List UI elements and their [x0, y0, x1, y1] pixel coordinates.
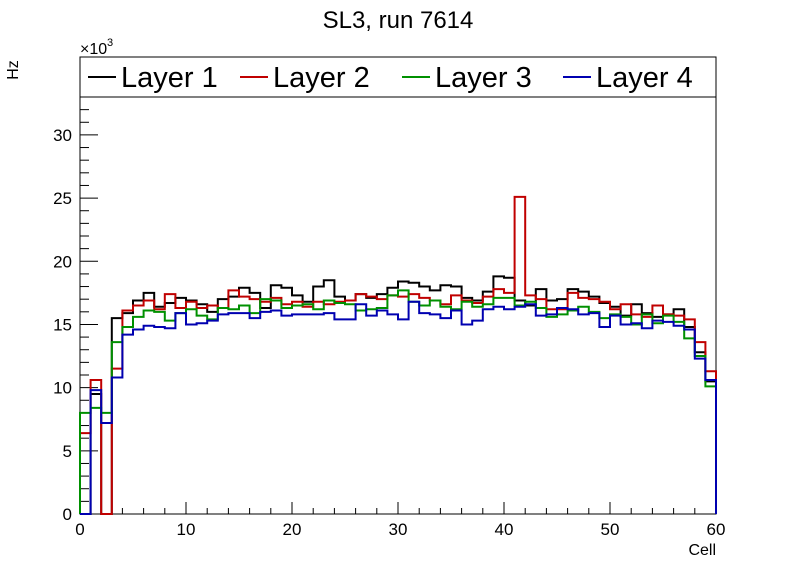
x-tick-label: 40 — [495, 520, 514, 539]
y-tick-label: 0 — [63, 505, 72, 524]
y-tick-label: 20 — [53, 252, 72, 271]
y-exponent-label: ×10 3 — [80, 37, 113, 58]
x-tick-label: 60 — [707, 520, 726, 539]
x-tick-label: 30 — [389, 520, 408, 539]
y-exponent-base: ×10 — [80, 41, 107, 58]
x-axis-label: Cell — [688, 542, 716, 559]
legend-label-layer-3: Layer 3 — [435, 62, 532, 94]
legend-box — [79, 56, 717, 98]
y-tick-label: 5 — [63, 442, 72, 461]
x-tick-label: 50 — [601, 520, 620, 539]
series-line-layer-4 — [80, 300, 717, 515]
legend-label-layer-2: Layer 2 — [273, 62, 370, 94]
y-tick-label: 10 — [53, 379, 72, 398]
x-tick-label: 10 — [177, 520, 196, 539]
y-tick-label: 15 — [53, 315, 72, 334]
series-line-layer-1 — [80, 275, 717, 515]
legend-label-layer-4: Layer 4 — [596, 62, 693, 94]
y-tick-label: 30 — [53, 126, 72, 145]
chart-title: SL3, run 7614 — [323, 7, 474, 34]
x-tick-label: 20 — [283, 520, 302, 539]
y-exponent-power: 3 — [107, 37, 113, 49]
legend-label-layer-1: Layer 1 — [121, 62, 218, 94]
y-tick-label: 25 — [53, 189, 72, 208]
series-line-layer-2 — [79, 195, 717, 515]
y-axis-label: Hz — [5, 60, 22, 80]
x-tick-label: 0 — [75, 520, 84, 539]
